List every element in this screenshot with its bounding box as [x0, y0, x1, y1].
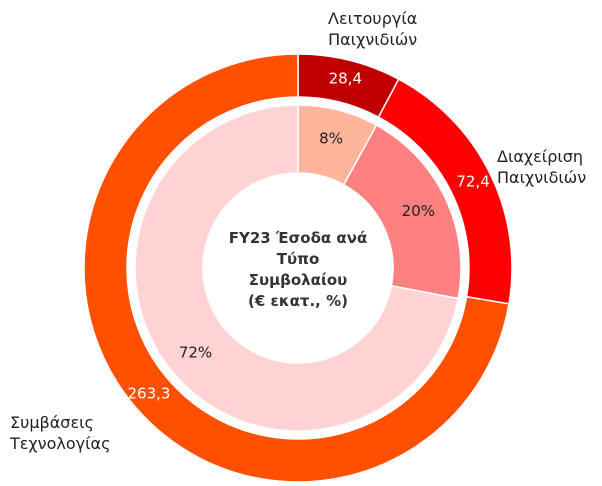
value-label: 28,4: [329, 69, 362, 87]
value-label: 20%: [402, 202, 435, 220]
value-label: 8%: [319, 130, 343, 148]
value-label: 263,3: [128, 384, 171, 402]
donut-slice: [134, 104, 459, 432]
title-line: Τύπο: [276, 250, 320, 268]
title-line: (€ εκατ., %): [248, 292, 348, 310]
value-label: 72%: [179, 343, 212, 361]
title-line: FY23 Έσοδα ανά: [228, 229, 368, 247]
chart-title: FY23 Έσοδα ανά Τύπο Συμβολαίου (€ εκατ., %): [198, 228, 398, 312]
title-line: Συμβολαίου: [248, 271, 348, 289]
category-label: Διαχείριση Παιχνιδιών: [497, 147, 587, 187]
donut-slice: [83, 53, 510, 483]
value-label: 72,4: [456, 173, 489, 191]
category-label: Λειτουργία Παιχνιδιών: [328, 9, 418, 49]
donut-slice: [342, 124, 462, 300]
category-label: Συμβάσεις Τεχνολογίας: [10, 413, 111, 453]
